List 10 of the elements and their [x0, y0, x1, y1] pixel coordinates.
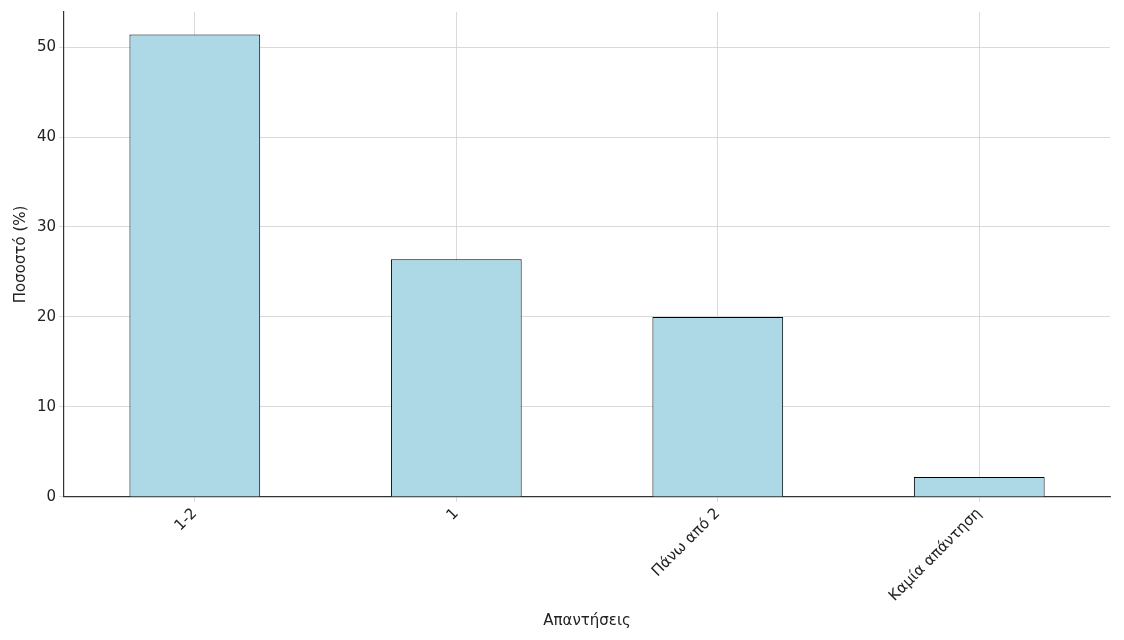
x-tick-label: 1: [442, 503, 462, 524]
y-tick-label: 50: [36, 36, 57, 55]
y-tick-label: 20: [36, 306, 57, 325]
y-tick-label: 40: [36, 126, 57, 145]
x-tick-label: 1-2: [170, 503, 201, 535]
y-axis-title: Ποσοστό (%): [10, 205, 29, 304]
y-tick-label: 30: [36, 216, 57, 235]
x-axis-title: Απαντήσεις: [543, 610, 631, 629]
y-tick-label: 0: [46, 486, 57, 505]
y-tick-label: 10: [36, 396, 57, 415]
